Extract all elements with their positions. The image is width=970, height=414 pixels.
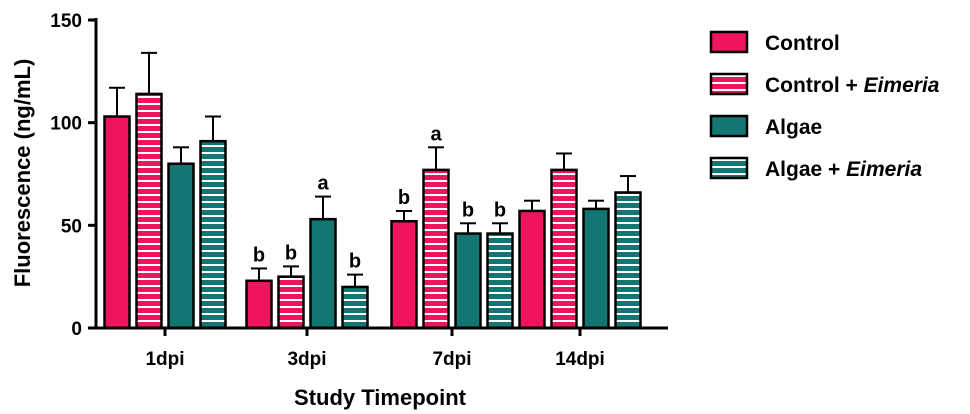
y-axis-title: Fluorescence (ng/mL) [10, 59, 35, 288]
legend-label: Control [765, 32, 840, 55]
bar [422, 168, 450, 330]
significance-label: b [349, 251, 361, 273]
x-tick-label: 1dpi [145, 349, 184, 370]
bar [341, 285, 369, 330]
bar [390, 219, 418, 330]
bar [454, 232, 482, 330]
significance-label: b [253, 244, 265, 266]
bar [550, 168, 578, 330]
bar [309, 217, 337, 330]
legend-swatch [709, 114, 749, 138]
bar [245, 279, 273, 330]
bar [199, 139, 227, 330]
legend: Control Control + Eimeria Algae Algae + Eim… [709, 30, 940, 181]
legend-swatch [709, 72, 749, 96]
bar [167, 162, 195, 330]
significance-label: b [285, 242, 297, 264]
significance-label: b [398, 187, 410, 209]
y-tick-label: 150 [50, 11, 82, 32]
significance-label: a [430, 123, 442, 145]
significance-label: b [462, 199, 474, 221]
legend-label: Algae [765, 116, 822, 139]
x-tick-label: 14dpi [555, 349, 605, 370]
legend-swatch [709, 156, 749, 180]
significance-label: a [317, 173, 329, 195]
legend-label: Control + Eimeria [765, 74, 940, 97]
legend-label: Algae + Eimeria [765, 158, 922, 181]
bar [277, 275, 305, 330]
bar [614, 191, 642, 330]
y-tick-label: 100 [50, 114, 82, 135]
bar [103, 115, 131, 330]
x-tick-label: 7dpi [432, 349, 471, 370]
bar [486, 232, 514, 330]
x-tick-label: 3dpi [287, 349, 326, 370]
significance-label: b [494, 199, 506, 221]
y-tick-label: 50 [61, 216, 82, 237]
legend-swatch [709, 30, 749, 54]
bar [518, 209, 546, 330]
x-axis-title: Study Timepoint [294, 385, 467, 410]
y-tick-label: 0 [71, 319, 82, 340]
bar [582, 207, 610, 330]
bar [135, 92, 163, 330]
